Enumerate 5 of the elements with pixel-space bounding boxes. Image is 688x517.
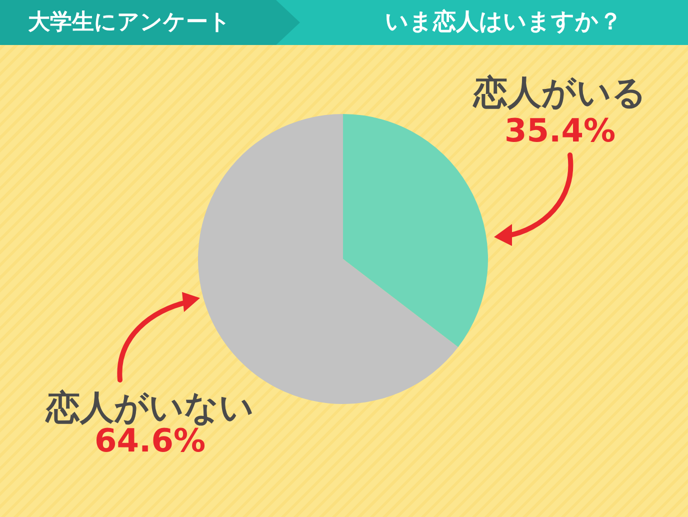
slice-label: 恋人がいない: [45, 388, 254, 428]
chart-subtitle: 大学生にアンケート: [0, 0, 300, 45]
data-label: 35.4%: [504, 111, 616, 150]
chart-title: いま恋人はいますか？: [385, 8, 622, 37]
slice-label: 恋人がいる: [472, 72, 646, 113]
